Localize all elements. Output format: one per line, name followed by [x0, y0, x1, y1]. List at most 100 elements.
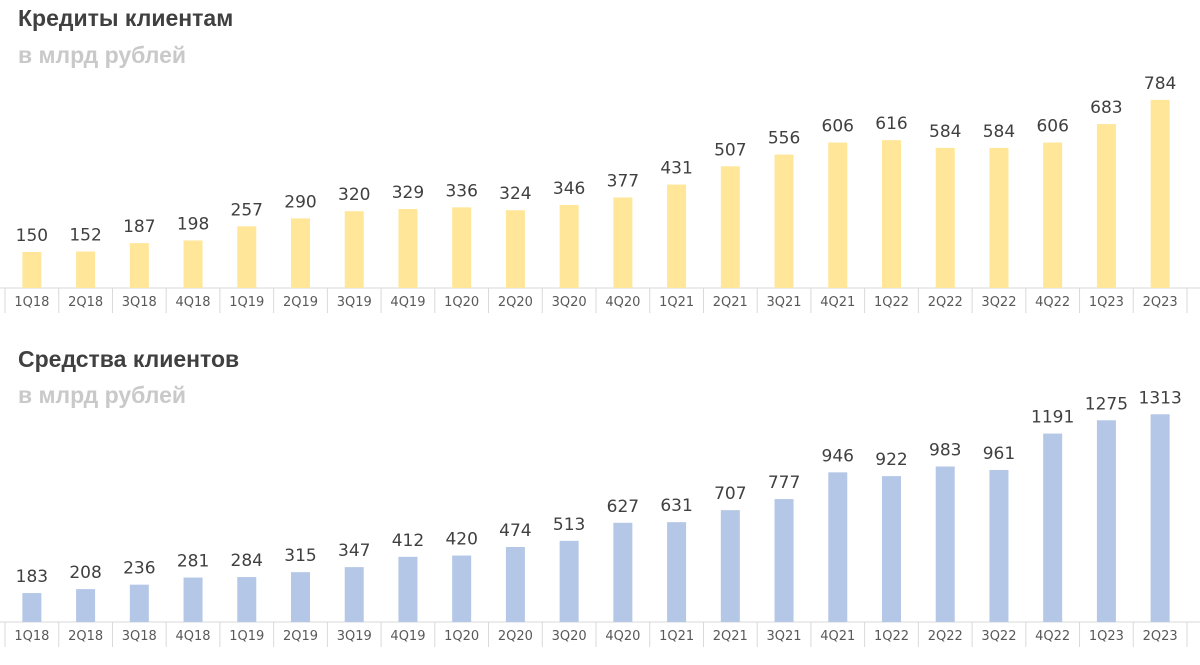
x-tick-label: 2Q22	[928, 295, 963, 310]
bar	[1150, 414, 1170, 622]
bar	[989, 469, 1009, 622]
x-tick-label: 1Q21	[659, 629, 694, 644]
x-tick-label: 2Q21	[713, 629, 748, 644]
bar	[129, 584, 149, 622]
bar	[1096, 420, 1116, 622]
bar	[183, 240, 203, 288]
bar	[76, 589, 96, 622]
deposits-chart-title: Средства клиентов	[18, 346, 240, 372]
x-tick-label: 2Q20	[498, 629, 533, 644]
data-label: 707	[714, 484, 746, 504]
bar	[129, 243, 149, 288]
bar	[774, 154, 794, 288]
x-tick-label: 3Q19	[337, 629, 372, 644]
x-tick-label: 4Q18	[176, 295, 211, 310]
x-tick-label: 2Q19	[283, 629, 318, 644]
bar	[505, 547, 525, 622]
bar	[559, 540, 579, 622]
data-label: 412	[392, 531, 424, 551]
data-label: 1275	[1085, 394, 1128, 414]
bar	[505, 210, 525, 288]
bar	[452, 207, 472, 288]
x-tick-label: 4Q22	[1035, 295, 1070, 310]
x-tick-label: 3Q22	[981, 295, 1016, 310]
data-label: 556	[768, 129, 800, 149]
data-label: 284	[231, 551, 263, 571]
data-label: 513	[553, 515, 585, 535]
data-label: 431	[660, 159, 692, 179]
data-label: 1313	[1139, 388, 1182, 408]
data-label: 208	[69, 563, 101, 583]
x-tick-label: 4Q18	[176, 629, 211, 644]
bar	[882, 140, 901, 288]
bar	[667, 522, 687, 622]
x-tick-label: 1Q20	[444, 629, 479, 644]
bar	[613, 522, 633, 622]
data-label: 236	[123, 559, 155, 579]
data-label: 152	[69, 226, 101, 246]
data-label: 346	[553, 179, 585, 199]
bar	[1150, 99, 1170, 288]
data-label: 257	[231, 200, 263, 220]
data-label: 584	[929, 122, 961, 142]
data-label: 922	[875, 450, 907, 470]
x-tick-label: 1Q22	[874, 629, 909, 644]
bar	[76, 251, 96, 288]
data-label: 961	[983, 444, 1015, 464]
bar	[828, 472, 848, 622]
bar	[344, 567, 364, 622]
bar	[559, 204, 579, 288]
x-tick-label: 1Q19	[229, 295, 264, 310]
x-tick-label: 3Q22	[981, 629, 1016, 644]
x-tick-label: 2Q20	[498, 295, 533, 310]
bar	[1043, 142, 1063, 288]
x-tick-label: 1Q21	[659, 295, 694, 310]
bar	[989, 147, 1009, 288]
bar	[398, 556, 418, 622]
data-label: 183	[16, 567, 48, 587]
x-tick-label: 1Q19	[229, 629, 264, 644]
data-label: 198	[177, 214, 209, 234]
data-label: 507	[714, 140, 746, 160]
bar	[667, 184, 687, 288]
data-label: 347	[338, 541, 370, 561]
x-tick-label: 3Q21	[767, 629, 802, 644]
bar	[237, 226, 257, 288]
data-label: 1191	[1031, 408, 1074, 428]
data-label: 683	[1090, 98, 1122, 118]
loans-chart-title: Кредиты клиентам	[18, 5, 234, 31]
data-label: 584	[983, 122, 1015, 142]
bar	[935, 147, 955, 288]
bar	[1096, 124, 1116, 288]
data-label: 320	[338, 185, 370, 205]
x-tick-label: 3Q20	[552, 629, 587, 644]
x-tick-label: 4Q19	[390, 629, 425, 644]
bar	[291, 218, 310, 288]
x-tick-label: 1Q23	[1089, 295, 1124, 310]
x-tick-label: 2Q23	[1143, 295, 1178, 310]
x-tick-label: 3Q18	[122, 629, 157, 644]
x-tick-label: 2Q18	[68, 295, 103, 310]
data-label: 777	[768, 473, 800, 493]
bar	[935, 466, 955, 622]
x-tick-label: 4Q21	[820, 629, 855, 644]
data-label: 290	[284, 192, 316, 212]
bar	[22, 593, 42, 622]
x-tick-label: 3Q20	[552, 295, 587, 310]
data-label: 606	[822, 117, 854, 137]
bar	[183, 577, 203, 622]
x-tick-label: 1Q23	[1089, 629, 1124, 644]
bar	[237, 577, 257, 622]
data-label: 377	[607, 172, 639, 192]
x-tick-label: 4Q20	[605, 295, 640, 310]
loans-bar-chart: 150 1Q18 152 2Q18 187 3Q18 198 4Q18 257 1Q19 290 2Q…	[0, 74, 1200, 313]
x-tick-label: 4Q19	[390, 295, 425, 310]
bar	[774, 499, 794, 622]
x-tick-label: 4Q21	[820, 295, 855, 310]
x-tick-label: 2Q18	[68, 629, 103, 644]
data-label: 324	[499, 184, 531, 204]
bar	[291, 572, 310, 622]
bar	[452, 555, 472, 622]
data-label: 983	[929, 440, 961, 460]
data-label: 627	[607, 497, 639, 517]
